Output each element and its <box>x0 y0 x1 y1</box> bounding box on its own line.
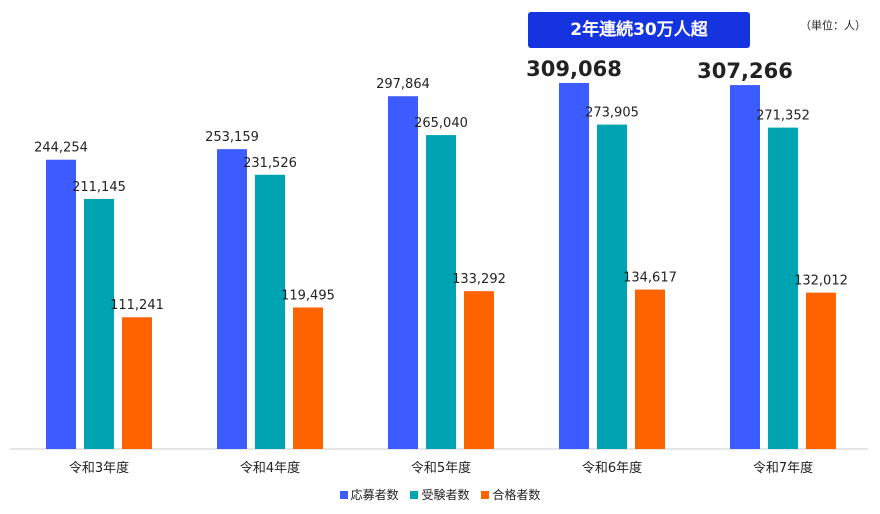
x-tick-label: 令和4年度 <box>240 460 300 476</box>
x-tick-label: 令和3年度 <box>69 460 129 476</box>
data-label: 253,159 <box>205 130 259 145</box>
data-label: 309,068 <box>526 57 622 81</box>
data-label: 211,145 <box>72 180 126 195</box>
legend-swatch <box>339 491 348 499</box>
data-label: 244,254 <box>34 141 88 156</box>
data-label: 307,266 <box>697 59 793 83</box>
legend: 応募者数 受験者数 合格者数 <box>0 486 880 503</box>
bar-applicants <box>46 159 76 449</box>
bar-applicants <box>559 82 589 450</box>
data-label: 132,012 <box>794 274 848 289</box>
bar-examinees <box>84 198 114 449</box>
bar-chart: 244,254 211,145 111,241 令和3年度 253,159 231,526… <box>10 57 868 476</box>
bar-passers <box>806 292 836 449</box>
bar-examinees <box>426 135 456 449</box>
legend-label: 合格者数 <box>492 488 541 502</box>
legend-item-examinees: 受験者数 <box>410 486 470 503</box>
bar-passers <box>464 291 494 449</box>
highlight-banner: 2年連続30万人超 <box>528 12 750 48</box>
bar-examinees <box>255 174 285 450</box>
x-tick-label: 令和6年度 <box>582 460 642 476</box>
bar-passers <box>122 317 152 449</box>
legend-swatch <box>410 491 419 499</box>
bar-passers <box>635 289 665 449</box>
bar-applicants <box>730 85 760 449</box>
data-label: 271,352 <box>756 109 810 124</box>
data-label: 273,905 <box>585 106 639 121</box>
bar-examinees <box>597 124 627 450</box>
legend-item-applicants: 応募者数 <box>339 486 399 503</box>
bar-applicants <box>388 96 418 450</box>
data-label: 297,864 <box>376 77 430 92</box>
legend-label: 応募者数 <box>350 488 399 502</box>
bar-passers <box>293 307 323 449</box>
legend-label: 受験者数 <box>421 488 470 502</box>
data-label: 111,241 <box>110 298 164 313</box>
legend-item-passers: 合格者数 <box>481 486 540 503</box>
x-tick-label: 令和7年度 <box>753 460 813 476</box>
data-label: 133,292 <box>452 272 506 287</box>
bar-applicants <box>217 149 247 450</box>
data-label: 134,617 <box>623 271 677 286</box>
bar-examinees <box>768 127 798 449</box>
data-label: 265,040 <box>414 116 468 131</box>
x-tick-label: 令和5年度 <box>411 460 471 476</box>
data-label: 119,495 <box>281 288 335 303</box>
unit-label: （単位：人） <box>800 19 866 32</box>
legend-swatch <box>481 491 490 499</box>
data-label: 231,526 <box>243 156 297 171</box>
